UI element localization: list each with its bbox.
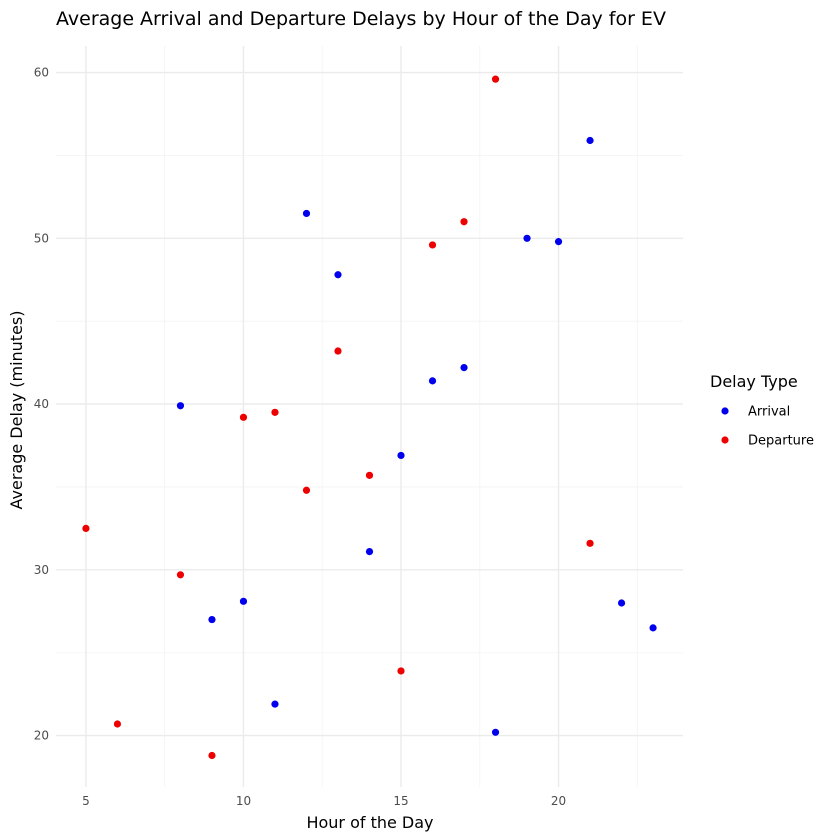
departure-point bbox=[271, 408, 279, 416]
legend-arrival-label: Arrival bbox=[748, 405, 790, 420]
y-tick-label: 50 bbox=[34, 231, 49, 245]
x-tick-label: 10 bbox=[236, 794, 251, 808]
departure-point bbox=[302, 486, 311, 494]
x-axis-ticks: 5 10 15 20 bbox=[82, 794, 566, 808]
legend-title: Delay Type bbox=[710, 372, 798, 391]
departure-point bbox=[460, 218, 468, 226]
arrival-point bbox=[397, 451, 405, 460]
arrival-point bbox=[649, 624, 657, 632]
chart-title: Average Arrival and Departure Delays by … bbox=[56, 8, 666, 30]
x-tick-label: 5 bbox=[82, 794, 90, 808]
arrival-point bbox=[239, 597, 248, 605]
departure-point bbox=[113, 720, 122, 728]
departure-point bbox=[176, 571, 185, 579]
y-tick-label: 20 bbox=[34, 729, 49, 743]
departure-point bbox=[586, 539, 594, 547]
data-points bbox=[82, 75, 657, 760]
legend: Delay Type Arrival Departure bbox=[710, 372, 814, 449]
x-axis-title: Hour of the Day bbox=[306, 813, 433, 832]
departure-point bbox=[428, 241, 437, 249]
x-tick-label: 15 bbox=[393, 794, 408, 808]
arrival-point bbox=[271, 700, 279, 708]
departure-point bbox=[82, 524, 90, 532]
legend-departure-label: Departure bbox=[748, 434, 814, 449]
legend-departure-key bbox=[721, 436, 729, 444]
arrival-point bbox=[554, 238, 563, 246]
departure-point bbox=[239, 413, 248, 421]
arrival-point bbox=[491, 728, 500, 736]
legend-arrival-key bbox=[721, 407, 729, 415]
arrival-point bbox=[460, 363, 468, 372]
grid bbox=[56, 46, 683, 787]
y-tick-label: 40 bbox=[34, 397, 49, 411]
departure-point bbox=[208, 751, 216, 760]
departure-point bbox=[491, 75, 500, 83]
y-tick-label: 60 bbox=[34, 66, 49, 80]
departure-point bbox=[365, 471, 374, 479]
arrival-point bbox=[523, 234, 531, 242]
y-axis-ticks: 20 30 40 50 60 bbox=[34, 66, 49, 743]
arrival-point bbox=[617, 599, 626, 607]
arrival-point bbox=[334, 271, 342, 279]
departure-point bbox=[334, 347, 342, 355]
arrival-point bbox=[586, 136, 594, 145]
arrival-point bbox=[302, 209, 311, 218]
y-axis-title: Average Delay (minutes) bbox=[7, 310, 26, 509]
arrival-point bbox=[428, 377, 437, 385]
arrival-point bbox=[365, 548, 374, 556]
arrival-point bbox=[208, 615, 216, 624]
arrival-point bbox=[176, 402, 185, 410]
y-tick-label: 30 bbox=[34, 563, 49, 577]
departure-point bbox=[397, 667, 405, 675]
legend-items: Arrival Departure bbox=[721, 405, 814, 449]
x-tick-label: 20 bbox=[551, 794, 566, 808]
